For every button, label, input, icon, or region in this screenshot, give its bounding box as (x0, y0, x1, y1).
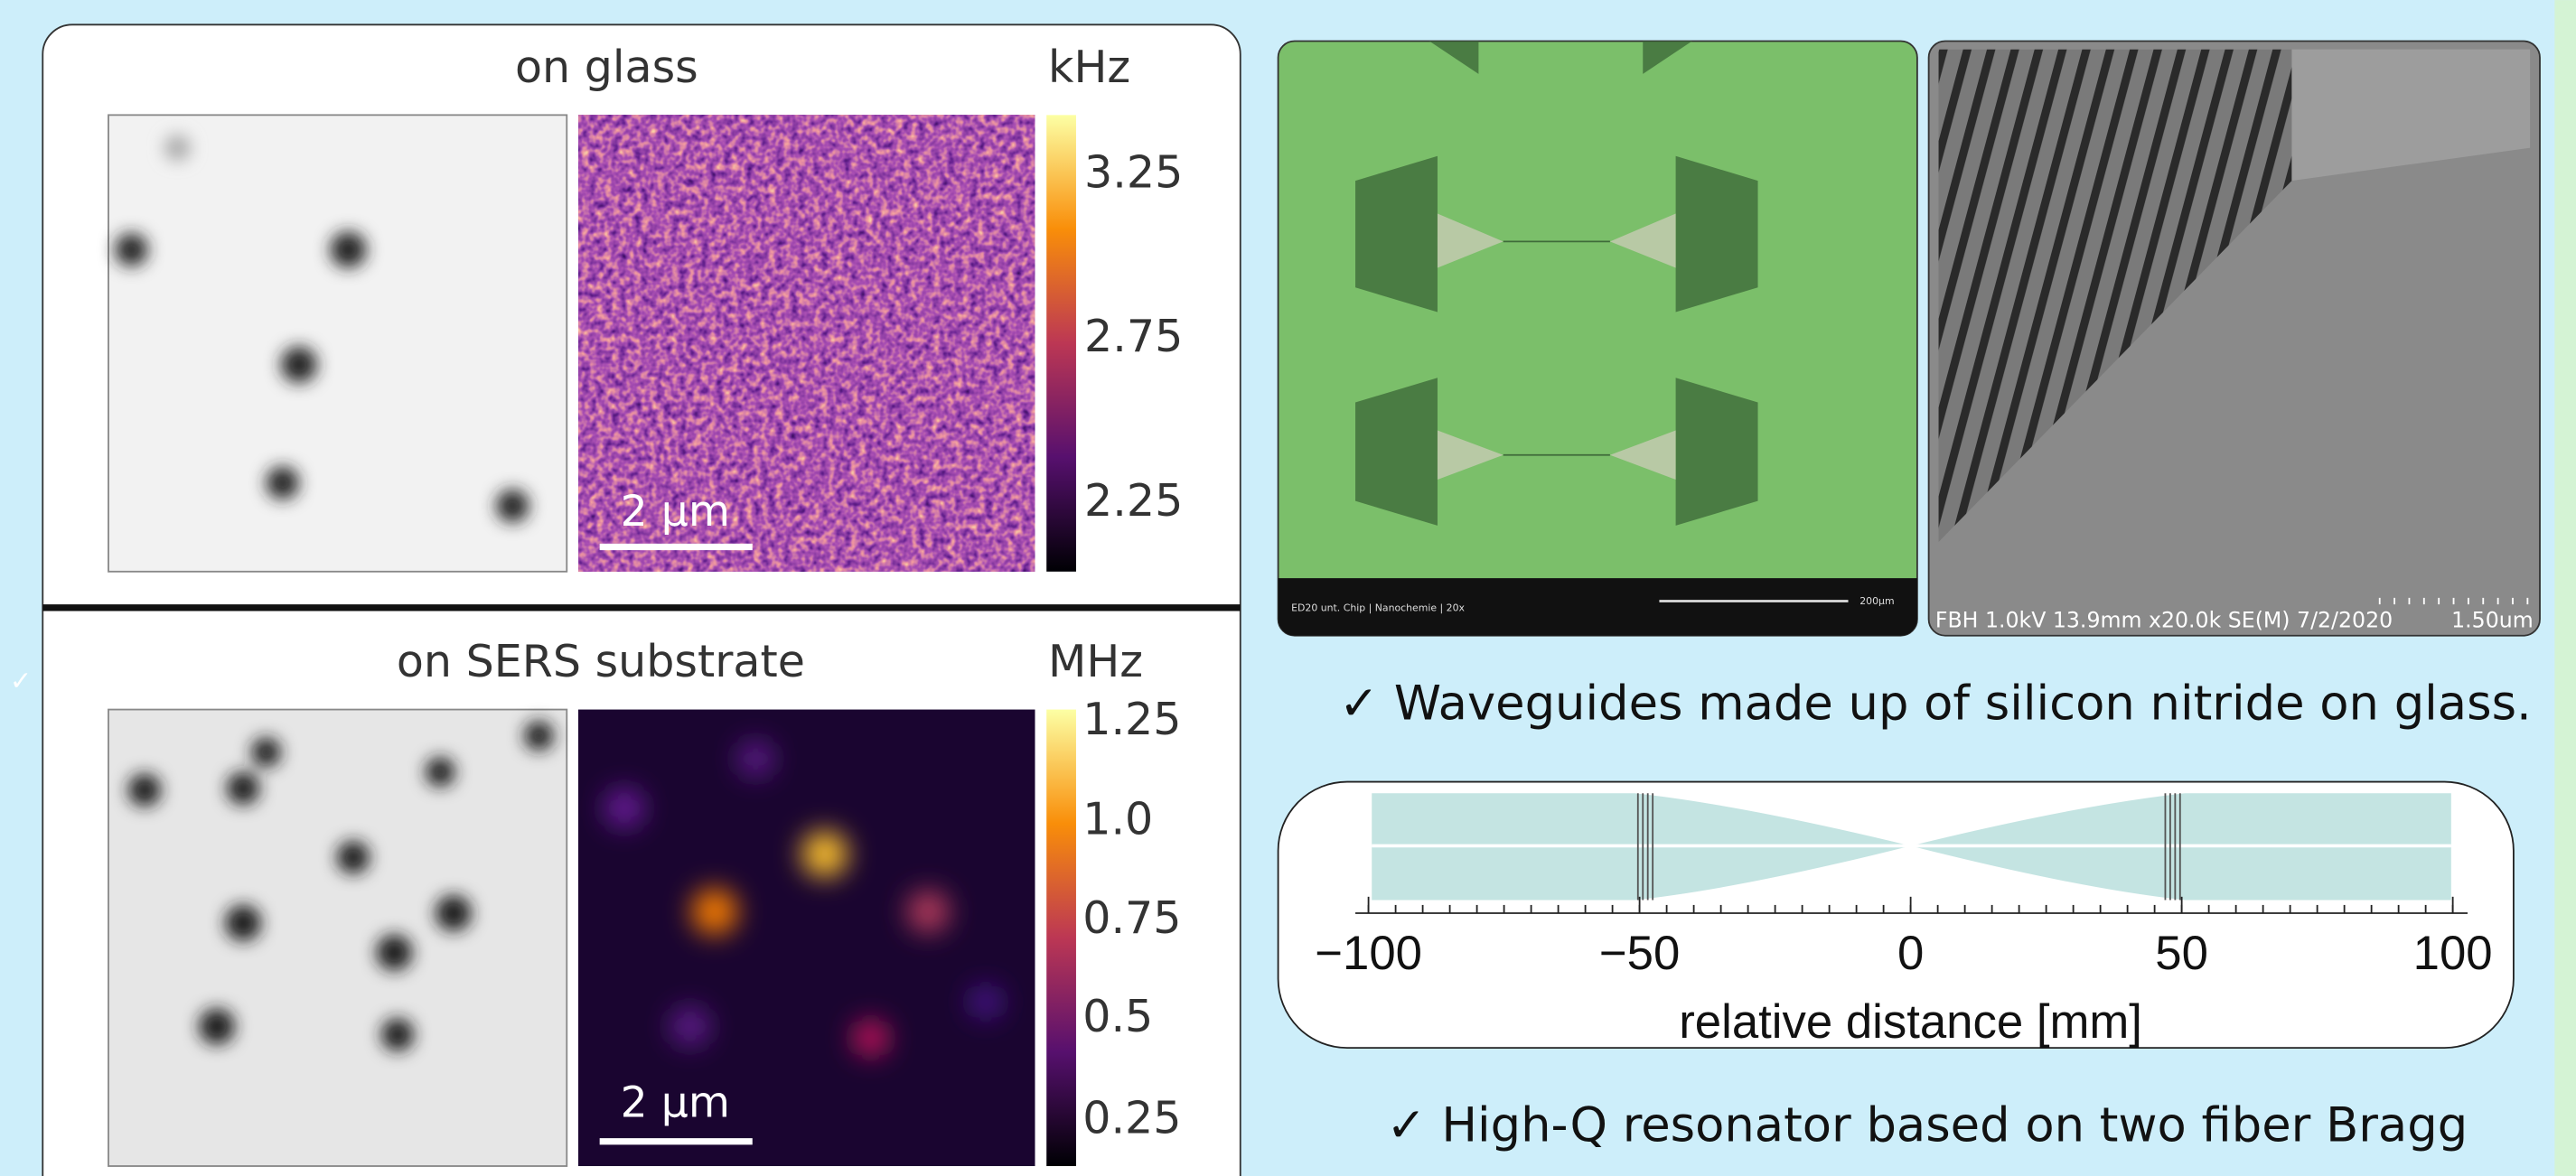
resonator-plot: −100 −50 0 50 100 relative distance [mm] (1279, 782, 2514, 1050)
tick-label: 50 (2155, 927, 2208, 980)
image-caption: ED20 unt. Chip | Nanochemie | 20x (1291, 602, 1465, 613)
gray-image (108, 710, 567, 1166)
scale-tick: 0.25 (1082, 1092, 1181, 1144)
scale-tick: 3.25 (1084, 145, 1183, 198)
axis-label: relative distance [mm] (1679, 995, 2142, 1049)
unit: kHz (1048, 41, 1130, 93)
tick-label: 0 (1897, 927, 1924, 980)
scale-bar-label: 2 µm (621, 1078, 730, 1127)
page: {"left_mark":"✓", "left_panel":{ "top":{… (0, 0, 2576, 1176)
sem-image: FBH 1.0kV 13.9mm x20.0k SE(M) 7/2/2020 1… (1929, 42, 2540, 636)
scale-tick: 2.25 (1084, 474, 1183, 527)
title: on glass (515, 41, 698, 93)
scale-bar-label: 2 µm (621, 487, 730, 537)
image-caption: FBH 1.0kV 13.9mm x20.0k SE(M) 7/2/2020 (1935, 608, 2393, 633)
side-strip (2554, 0, 2576, 1176)
bottom-figure: on SERS substrate MHz 1.25 1.0 0.75 0.5 … (108, 635, 1181, 1166)
scale-label: 1.50um (2451, 608, 2534, 633)
tick-label: −100 (1315, 927, 1422, 980)
tick-label: −50 (1599, 927, 1680, 980)
scale-label: 200µm (1859, 595, 1894, 607)
bullet: ✓ Waveguides made up of silicon nitride … (1339, 676, 2532, 731)
top-figure: on glass kHz 3.25 2.75 2.25 2 µm (108, 41, 1183, 572)
scale-tick: 1.0 (1082, 793, 1153, 845)
scale-tick: 2.75 (1084, 310, 1183, 362)
image-frame (1279, 42, 1917, 636)
colorbar (1046, 710, 1076, 1166)
unit: MHz (1048, 635, 1143, 687)
colorbar (1046, 115, 1076, 571)
slide: ✓ on glass kHz 3.25 2.75 2.25 2 µm on SE… (0, 0, 2576, 1176)
left-mark: ✓ (10, 666, 32, 696)
bullet: ✓ High-Q resonator based on two fiber Br… (1386, 1098, 2468, 1153)
scale-tick: 1.25 (1082, 693, 1181, 745)
scale-tick: 0.5 (1082, 990, 1153, 1042)
optical-image: ED20 unt. Chip | Nanochemie | 20x 200µm (1279, 42, 1917, 636)
scale-tick: 0.75 (1082, 891, 1181, 944)
tick-label: 100 (2413, 927, 2493, 980)
title: on SERS substrate (397, 635, 805, 687)
